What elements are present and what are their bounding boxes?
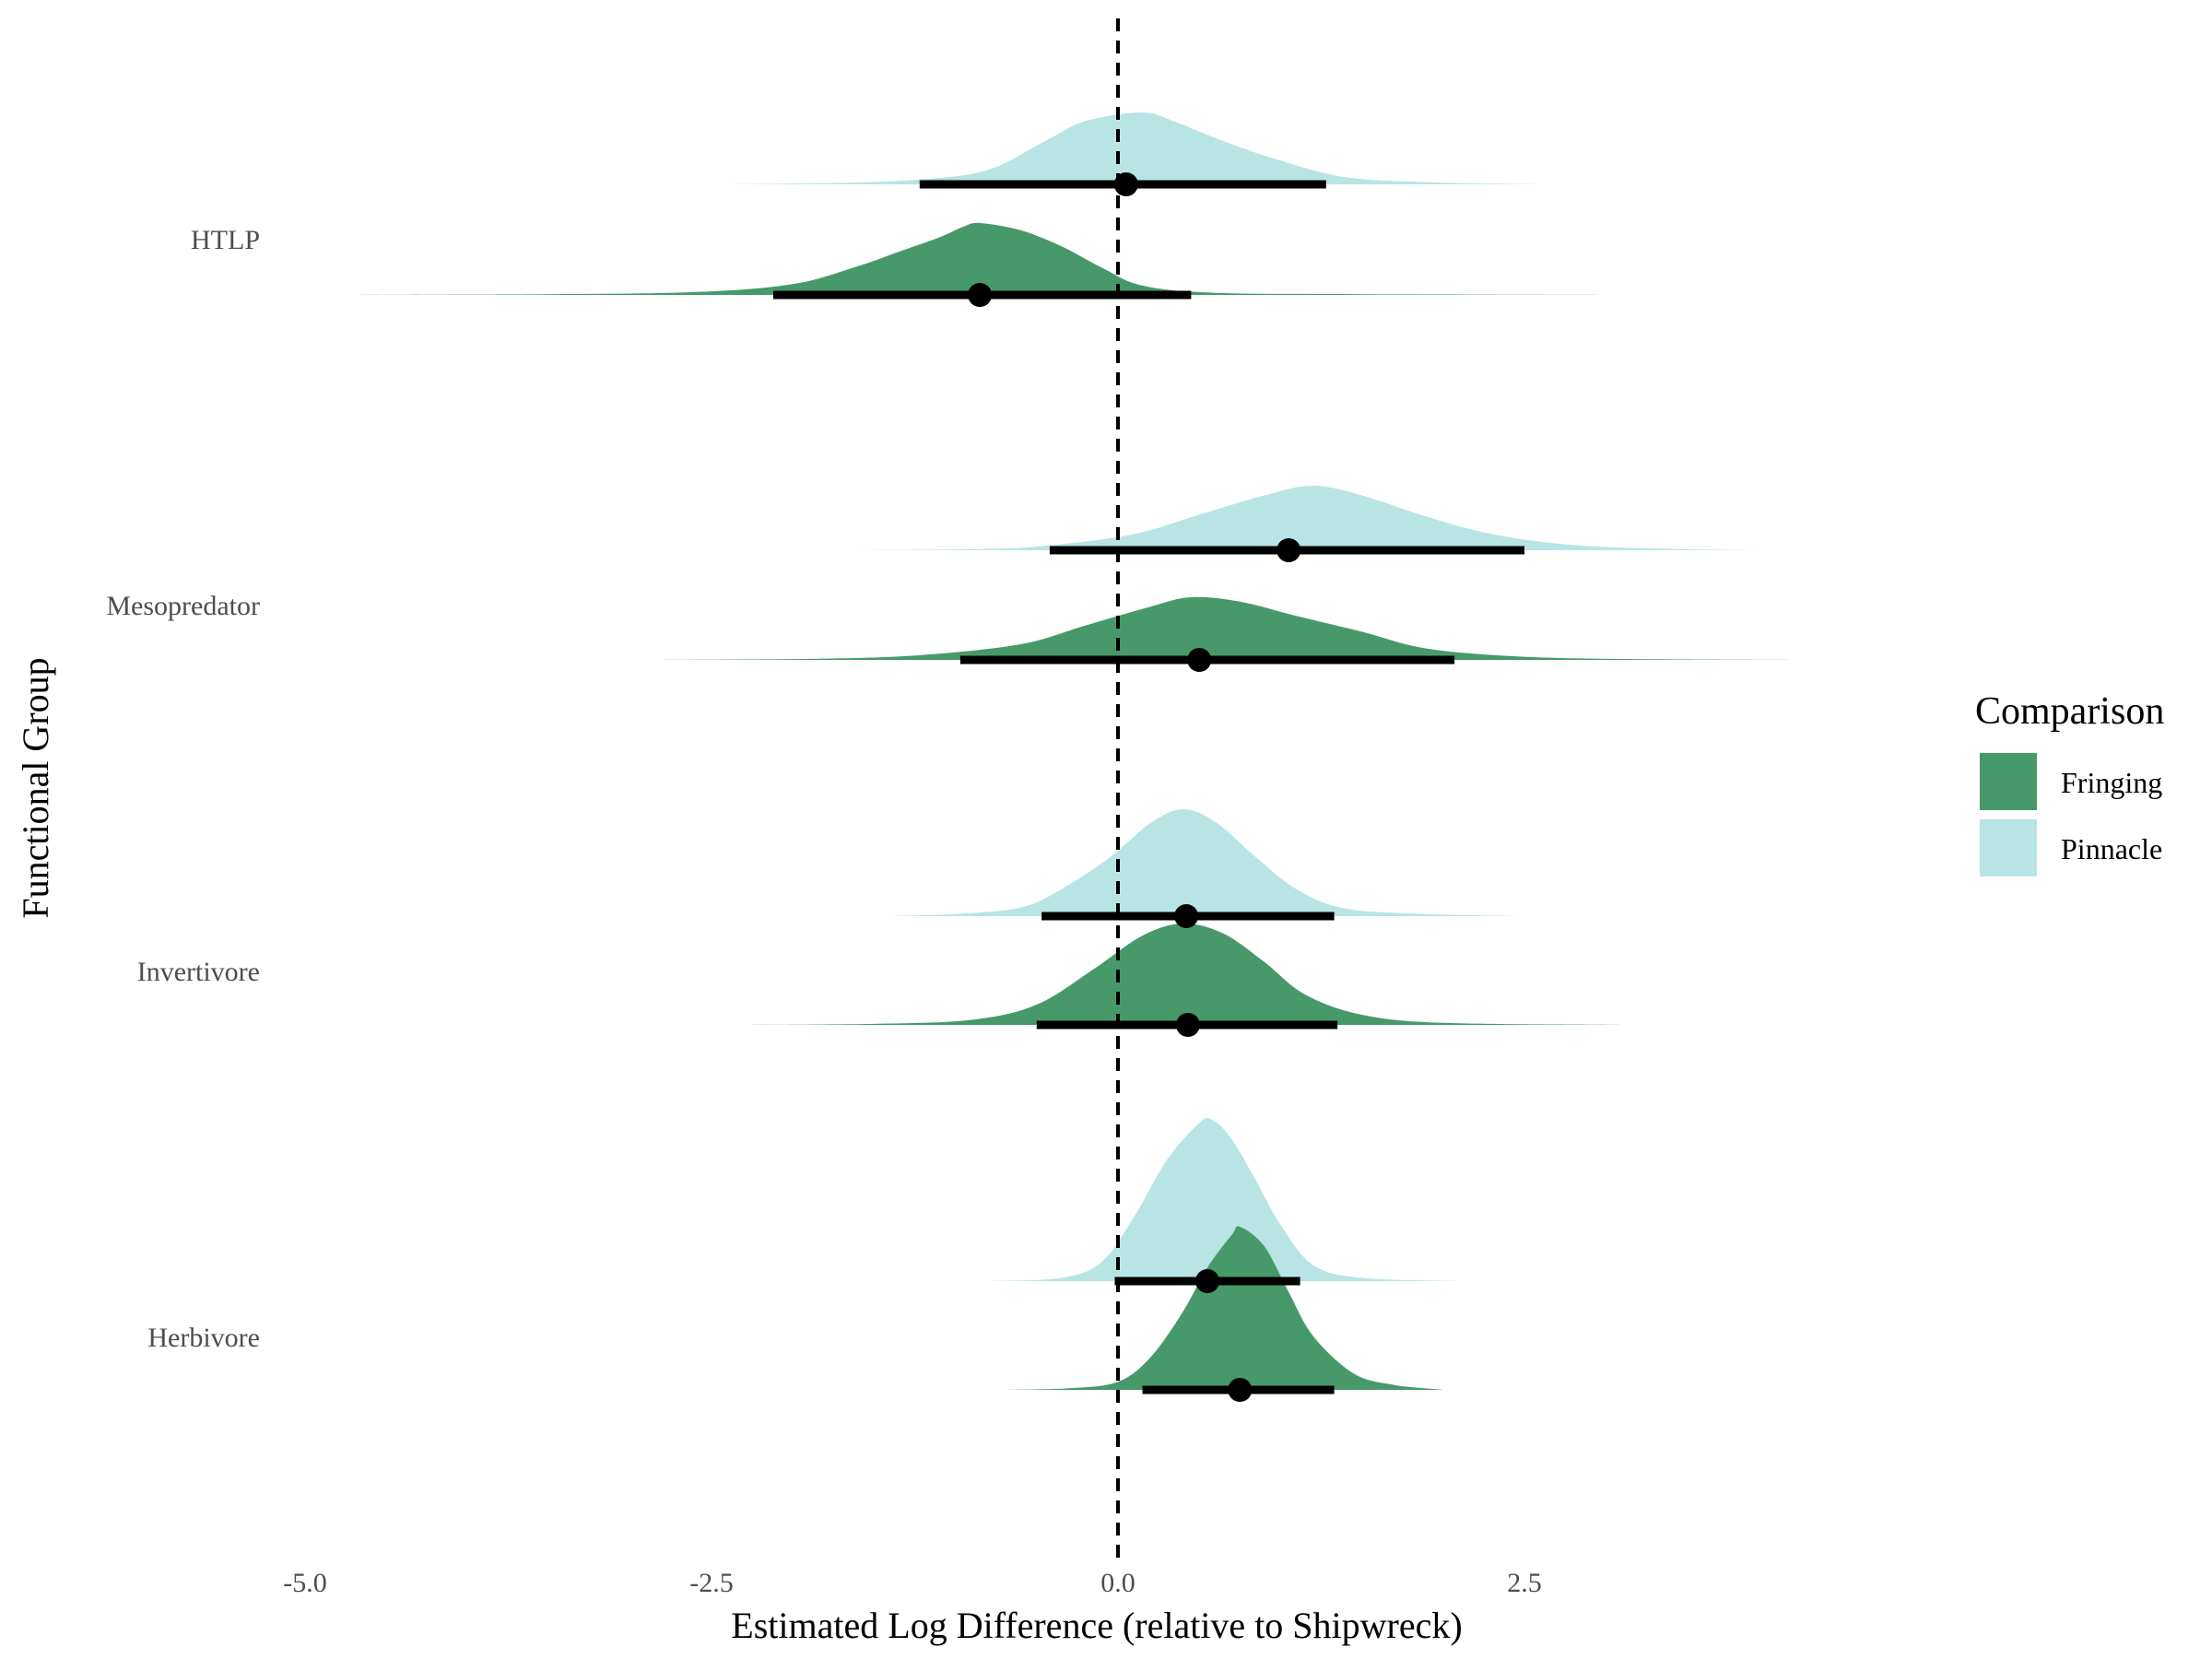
legend-label-pinnacle: Pinnacle — [2061, 832, 2162, 865]
y-tick-label: Mesopredator — [106, 591, 260, 621]
legend-title: Comparison — [1975, 690, 2164, 733]
x-axis-labels: -5.0 -2.5 0.0 2.5 — [283, 1568, 1542, 1598]
y-tick-label: Herbivore — [147, 1323, 260, 1353]
density-layer — [337, 112, 1834, 1390]
y-axis-labels: HTLP Mesopredator Invertivore Herbivore — [106, 225, 260, 1353]
density-fringing-htlp — [337, 222, 1606, 295]
y-axis-title: Functional Group — [15, 657, 56, 918]
density-pinnacle-mesopredator — [841, 486, 1769, 550]
legend: Comparison Fringing Pinnacle — [1975, 690, 2164, 877]
legend-label-fringing: Fringing — [2061, 766, 2162, 799]
x-tick-label: -5.0 — [283, 1568, 327, 1598]
x-axis-title: Estimated Log Difference (relative to Sh… — [731, 1605, 1462, 1646]
legend-swatch-pinnacle — [1980, 819, 2037, 877]
density-pinnacle-invertivore — [890, 808, 1524, 916]
median-point-pinnacle-invertivore — [1174, 904, 1199, 928]
x-tick-label: 2.5 — [1507, 1568, 1542, 1598]
median-point-fringing-mesopredator — [1187, 648, 1212, 672]
y-tick-label: HTLP — [191, 225, 260, 255]
legend-swatch-fringing — [1980, 753, 2037, 810]
x-tick-label: 0.0 — [1100, 1568, 1135, 1598]
median-point-pinnacle-htlp — [1113, 172, 1138, 196]
density-fringing-mesopredator — [646, 596, 1834, 660]
median-point-fringing-htlp — [968, 283, 993, 307]
density-pinnacle-herbivore — [987, 1117, 1460, 1281]
median-point-layer — [968, 172, 1301, 1402]
density-pinnacle-htlp — [719, 112, 1541, 184]
density-fringing-herbivore — [1004, 1226, 1443, 1390]
y-tick-label: Invertivore — [137, 957, 260, 987]
median-point-fringing-invertivore — [1175, 1013, 1200, 1037]
density-fringing-invertivore — [727, 923, 1622, 1025]
x-tick-label: -2.5 — [689, 1568, 734, 1598]
median-point-pinnacle-mesopredator — [1277, 538, 1301, 562]
median-point-pinnacle-herbivore — [1195, 1269, 1219, 1293]
median-point-fringing-herbivore — [1228, 1378, 1253, 1402]
